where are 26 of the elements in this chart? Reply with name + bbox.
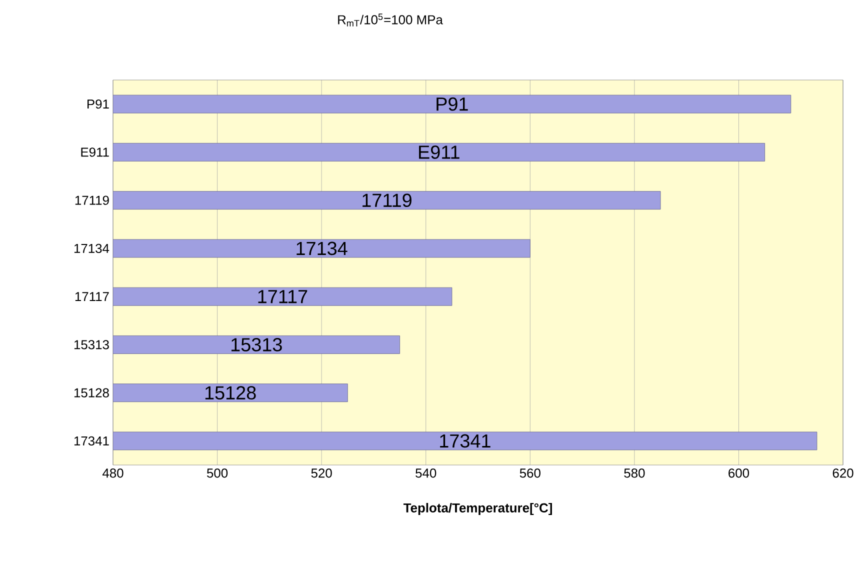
- y-tick-label: E911: [81, 148, 109, 157]
- annotation: E911: [419, 145, 460, 159]
- annotation: P91: [436, 97, 468, 111]
- chart-title: R$_{mT}$/10$^{5}$=100 MPa: [338, 14, 443, 26]
- y-tick-label: 15128: [74, 388, 109, 398]
- annotation: 17117: [258, 290, 308, 304]
- annotation: 15128: [205, 386, 256, 400]
- y-tick-label: P91: [88, 99, 109, 109]
- y-tick-label: 17341: [74, 436, 109, 446]
- x-tick-label: 600: [728, 468, 750, 478]
- y-tick-label: 17117: [75, 292, 109, 302]
- annotation: 17134: [296, 242, 348, 256]
- x-tick-label: 560: [520, 468, 540, 478]
- x-tick-label: 500: [207, 468, 228, 478]
- annotation: 17119: [362, 194, 412, 208]
- x-tick-label: 520: [311, 468, 332, 478]
- x-tick-label: 480: [102, 468, 124, 478]
- y-tick-label: 17134: [74, 244, 110, 254]
- x-tick-label: 580: [624, 468, 645, 478]
- annotation: 17341: [440, 434, 490, 448]
- y-tick-label: 15313: [74, 340, 109, 350]
- x-tick-label: 620: [832, 468, 854, 478]
- y-tick-label: 17119: [75, 196, 109, 205]
- x-tick-label: 540: [416, 468, 436, 478]
- annotation: 15313: [232, 338, 282, 352]
- x-axis-title: Teplota/Temperature[°C]: [403, 502, 552, 516]
